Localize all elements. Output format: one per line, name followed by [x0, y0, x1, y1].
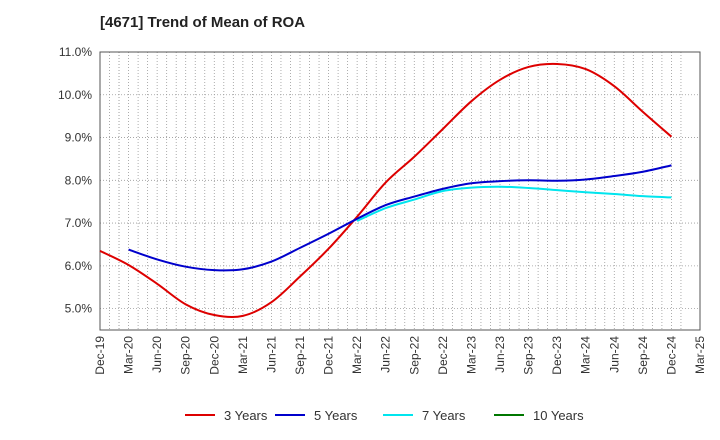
y-axis: 5.0% 6.0% 7.0% 8.0% 9.0% 10.0% 11.0% [58, 45, 92, 316]
y-tick-label: 9.0% [65, 131, 93, 145]
legend-label: 3 Years [224, 408, 268, 423]
y-tick-label: 6.0% [65, 259, 93, 273]
y-tick-label: 5.0% [65, 302, 93, 316]
y-tick-label: 8.0% [65, 173, 93, 187]
y-tick-label: 11.0% [59, 45, 92, 59]
x-tick-label: Mar-23 [464, 336, 478, 374]
x-tick-label: Dec-23 [550, 336, 564, 375]
x-tick-label: Jun-23 [493, 336, 507, 373]
x-tick-label: Mar-21 [236, 336, 250, 374]
x-tick-label: Dec-21 [322, 336, 336, 375]
series-line-7-years [356, 185, 672, 222]
legend-label: 5 Years [314, 408, 358, 423]
legend: 3 Years 5 Years 7 Years 10 Years [185, 408, 584, 423]
series-line-5-years [128, 164, 672, 272]
x-tick-label: Mar-20 [122, 336, 136, 374]
x-tick-label: Mar-24 [579, 336, 593, 374]
x-tick-label: Jun-21 [264, 336, 278, 373]
x-tick-label: Dec-19 [93, 336, 107, 375]
chart-title: [4671] Trend of Mean of ROA [100, 14, 306, 31]
legend-label: 10 Years [533, 408, 584, 423]
x-tick-label: Jun-20 [150, 336, 164, 373]
series-lines [99, 62, 673, 319]
x-tick-label: Sep-20 [179, 336, 193, 375]
x-tick-label: Dec-24 [664, 336, 678, 375]
x-tick-label: Sep-23 [522, 336, 536, 375]
grid [100, 51, 700, 330]
x-tick-label: Dec-22 [436, 336, 450, 375]
x-tick-label: Jun-24 [607, 336, 621, 373]
y-tick-label: 7.0% [65, 216, 93, 230]
x-tick-label: Sep-22 [407, 336, 421, 375]
y-tick-label: 10.0% [58, 88, 92, 102]
legend-label: 7 Years [422, 408, 466, 423]
x-tick-label: Mar-22 [350, 336, 364, 374]
x-tick-label: Jun-22 [379, 336, 393, 373]
plot-area [99, 51, 701, 331]
x-tick-label: Dec-20 [207, 336, 221, 375]
x-tick-label: Mar-25 [693, 336, 707, 374]
x-tick-label: Sep-24 [636, 336, 650, 375]
x-axis: Dec-19 Mar-20 Jun-20 Sep-20 Dec-20 Mar-21 Jun-… [93, 336, 707, 375]
x-tick-label: Sep-21 [293, 336, 307, 375]
series-line-3-years [99, 62, 673, 319]
